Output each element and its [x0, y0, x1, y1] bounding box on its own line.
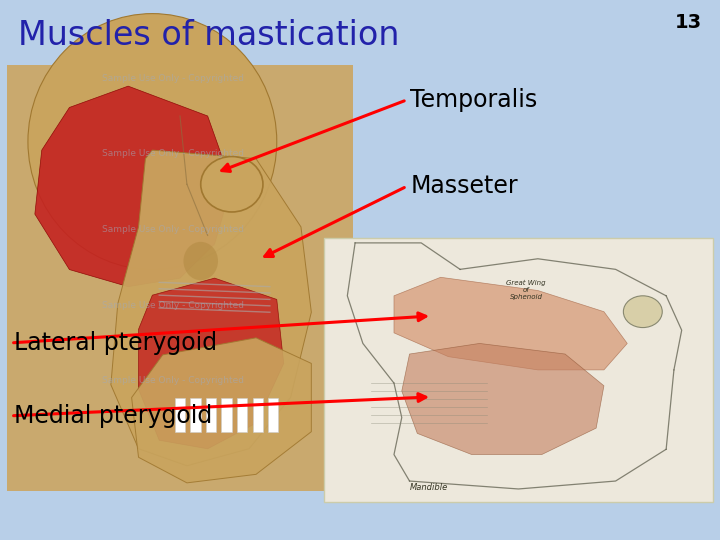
Ellipse shape — [624, 296, 662, 328]
Text: Lateral pterygoid: Lateral pterygoid — [14, 331, 217, 355]
Bar — [206, 397, 216, 431]
Polygon shape — [111, 150, 311, 466]
Bar — [268, 397, 279, 431]
Bar — [253, 397, 263, 431]
Text: Temporalis: Temporalis — [410, 88, 538, 112]
Polygon shape — [138, 278, 284, 449]
Text: Sample Use Only - Copyrighted: Sample Use Only - Copyrighted — [102, 301, 244, 309]
Ellipse shape — [201, 157, 263, 212]
Text: Sample Use Only - Copyrighted: Sample Use Only - Copyrighted — [102, 376, 244, 385]
Polygon shape — [35, 86, 232, 287]
Bar — [222, 397, 232, 431]
Text: Great Wing
of
Sphenoid: Great Wing of Sphenoid — [506, 280, 546, 300]
Text: Masseter: Masseter — [410, 174, 518, 198]
Bar — [237, 397, 248, 431]
Bar — [190, 397, 201, 431]
Bar — [175, 397, 185, 431]
Polygon shape — [402, 343, 604, 455]
Ellipse shape — [28, 14, 276, 269]
Ellipse shape — [184, 242, 218, 280]
Polygon shape — [394, 277, 627, 370]
Text: Medial pterygoid: Medial pterygoid — [14, 404, 212, 428]
Text: Sample Use Only - Copyrighted: Sample Use Only - Copyrighted — [102, 150, 244, 158]
Text: Sample Use Only - Copyrighted: Sample Use Only - Copyrighted — [102, 74, 244, 83]
Text: Muscles of mastication: Muscles of mastication — [18, 19, 400, 52]
Polygon shape — [132, 338, 311, 483]
Text: Mandible: Mandible — [410, 483, 448, 491]
Bar — [324, 238, 713, 502]
Text: 13: 13 — [675, 14, 702, 32]
Text: Sample Use Only - Copyrighted: Sample Use Only - Copyrighted — [102, 225, 244, 234]
Bar — [7, 65, 353, 491]
